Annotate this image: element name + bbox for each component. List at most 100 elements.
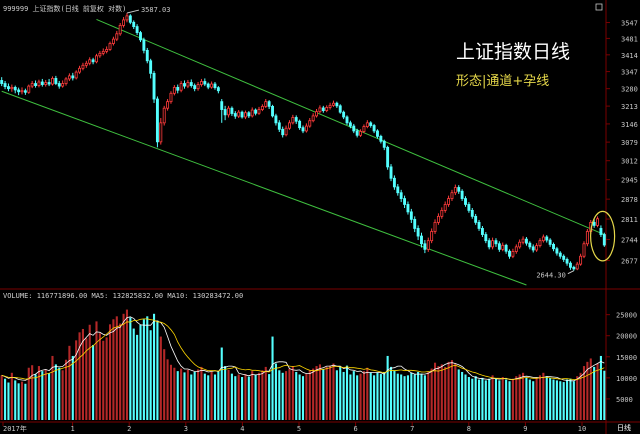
candle-body xyxy=(585,231,589,245)
candle-body xyxy=(440,209,444,217)
candle-body xyxy=(423,243,427,250)
volume-bar xyxy=(589,358,592,420)
volume-bar xyxy=(186,369,189,420)
candle-body xyxy=(301,127,305,132)
candle-body xyxy=(27,85,31,93)
candle-body xyxy=(470,209,474,217)
candle-body xyxy=(504,244,508,252)
candle-body xyxy=(443,204,447,211)
volume-bar xyxy=(190,374,193,420)
volume-bar xyxy=(349,374,352,420)
volume-bar xyxy=(430,368,433,420)
volume-bar xyxy=(31,365,34,420)
x-tick-label: 7 xyxy=(410,425,414,433)
x-tick-label: 1 xyxy=(70,425,74,433)
volume-bar xyxy=(92,344,95,420)
volume-bar xyxy=(234,376,237,420)
volume-bar xyxy=(51,355,54,420)
candle-body xyxy=(10,86,14,90)
candle-body xyxy=(172,86,176,94)
candle-body xyxy=(359,131,363,136)
corner-box-icon xyxy=(595,3,603,11)
volume-bar xyxy=(386,355,389,420)
volume-bar xyxy=(24,383,27,420)
volume-bar xyxy=(501,377,504,420)
volume-bar xyxy=(599,355,602,420)
volume-bar xyxy=(494,378,498,420)
period-tab[interactable]: 日线 xyxy=(617,424,631,432)
volume-bar xyxy=(291,366,294,420)
candle-body xyxy=(169,92,173,103)
volume-bar xyxy=(379,374,382,420)
high-price-label: 3587.03 xyxy=(141,6,171,14)
candle-body xyxy=(105,49,109,52)
volume-bar xyxy=(549,377,552,420)
volume-tick-label: 15000 xyxy=(616,354,637,362)
volume-bar xyxy=(433,362,437,420)
price-tick-label: 3012 xyxy=(621,158,638,166)
candle-body xyxy=(514,246,518,252)
price-tick-label: 2811 xyxy=(621,216,638,224)
volume-bar xyxy=(301,376,305,420)
volume-bar xyxy=(569,378,572,420)
candle-body xyxy=(575,263,579,270)
candle-body xyxy=(199,81,203,85)
volume-bar xyxy=(295,371,298,420)
candle-body xyxy=(81,64,85,69)
volume-bar xyxy=(217,371,220,420)
volume-bar xyxy=(359,373,362,420)
candle-body xyxy=(3,83,7,88)
candle-body xyxy=(315,111,318,117)
candle-body xyxy=(392,177,396,188)
candle-body xyxy=(450,192,454,199)
candle-body xyxy=(227,107,230,116)
volume-bar xyxy=(136,334,139,420)
candle-body xyxy=(342,111,346,118)
volume-bar xyxy=(552,379,555,420)
volume-bar xyxy=(477,379,481,420)
volume-bar xyxy=(457,369,460,420)
candle-body xyxy=(51,78,54,85)
volume-bar xyxy=(61,370,64,420)
volume-bar xyxy=(488,378,491,420)
x-tick-label: 9 xyxy=(523,425,527,433)
volume-bar xyxy=(20,381,24,420)
volume-bar xyxy=(54,364,57,420)
candle-body xyxy=(220,101,224,110)
volume-bar xyxy=(427,371,430,420)
candle-body xyxy=(436,215,440,223)
candle-body xyxy=(338,105,342,113)
candle-body xyxy=(230,107,234,114)
candle-body xyxy=(518,241,522,248)
candle-body xyxy=(409,211,413,220)
volume-bar xyxy=(318,364,321,420)
volume-bar xyxy=(528,379,531,420)
candle-body xyxy=(565,258,569,264)
candle-body xyxy=(555,248,559,254)
volume-bar xyxy=(125,309,129,420)
candle-body xyxy=(491,240,495,248)
candle-body xyxy=(487,240,491,248)
candle-body xyxy=(34,83,37,86)
volume-bar xyxy=(444,366,447,420)
volume-bar xyxy=(261,370,264,420)
volume-bar xyxy=(227,369,230,420)
candle-body xyxy=(196,84,200,90)
volume-bar xyxy=(210,371,213,420)
volume-bar xyxy=(555,380,558,420)
volume-bar xyxy=(98,333,101,420)
volume-bar xyxy=(183,372,186,420)
volume-bar xyxy=(484,380,487,420)
volume-bar xyxy=(312,368,315,420)
candle-body xyxy=(216,87,220,92)
high-marker-line xyxy=(126,9,140,14)
candle-body xyxy=(162,107,166,124)
volume-bar xyxy=(406,375,409,420)
candle-body xyxy=(582,243,586,257)
volume-bar xyxy=(156,320,159,420)
candle-body xyxy=(355,130,359,136)
volume-bar xyxy=(108,324,112,420)
candle-body xyxy=(223,109,227,116)
volume-bar xyxy=(207,375,210,420)
candle-body xyxy=(179,83,183,91)
